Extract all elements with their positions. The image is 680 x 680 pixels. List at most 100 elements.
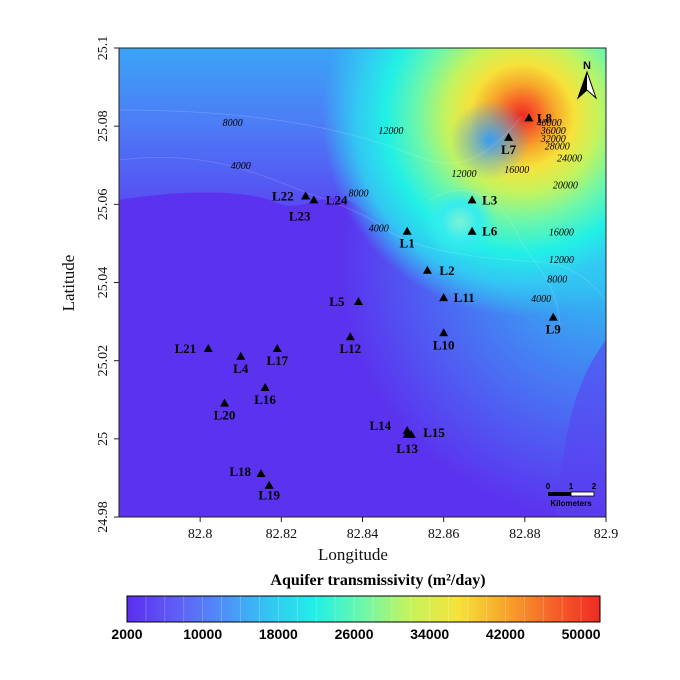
well-l21: L21 [175,341,213,356]
scale-tick-0: 0 [546,482,551,491]
y-tick-label: 25.1 [96,36,111,61]
well-l1: L1 [400,226,415,251]
scale-unit: Kilometers [550,499,592,508]
x-axis-title: Longitude [318,545,388,564]
well-triangle-icon [402,426,412,435]
well-label: L10 [433,337,455,352]
colorbar-ticks: 2000 10000 18000 26000 34000 42000 50000 [111,626,600,642]
well-triangle-icon [439,328,449,337]
colorbar [126,595,601,623]
contour-label: 24000 [557,153,582,164]
x-tick-label: 82.82 [266,527,298,542]
well-label: L1 [400,236,415,251]
well-l23: L23 [289,191,311,224]
well-triangle-icon [301,191,311,200]
contour-label: 4000 [231,161,251,172]
well-l9: L9 [546,312,561,337]
well-label: L8 [537,110,553,125]
well-label: L7 [501,142,517,157]
x-tick-label: 82.9 [594,527,619,542]
contour-label: 8000 [547,275,567,286]
well-triangle-icon [345,332,355,341]
contour-label: 36000 [540,126,566,137]
north-arrow: N [576,60,598,100]
well-triangle-icon [260,383,270,392]
well-label: L16 [254,392,276,407]
contour-label: 12000 [451,169,476,180]
well-label: L21 [175,341,197,356]
well-triangle-icon [309,195,319,204]
y-tick-label: 25.06 [96,189,111,221]
well-triangle-icon [353,297,363,306]
x-tick-label: 82.8 [188,527,213,542]
contour-label: 40000 [537,118,562,129]
colorbar-tick-label: 34000 [410,626,449,642]
well-triangle-icon [402,226,412,235]
well-l12: L12 [339,332,361,356]
contour-label: 4000 [531,294,551,305]
well-triangle-icon [467,226,477,235]
x-tick-label: 82.86 [428,527,460,542]
well-l17: L17 [266,343,289,368]
contour-label: 12000 [378,126,403,137]
well-label: L3 [482,192,498,207]
well-triangle-icon [203,343,213,352]
well-label: L15 [423,425,445,440]
well-label: L18 [229,464,251,479]
contour-label: 8000 [348,189,368,200]
well-triangle-icon [422,265,432,274]
well-triangle-icon [236,351,246,360]
well-l11: L11 [439,290,475,305]
well-label: L19 [258,488,280,503]
well-triangle-icon [256,469,266,478]
well-label: L11 [454,290,475,305]
well-label: L12 [339,341,361,356]
well-l18: L18 [229,464,266,479]
colorbar-tick-label: 18000 [259,626,298,642]
scale-tick-2: 2 [592,482,597,491]
y-tick-label: 25.02 [96,345,111,377]
y-tick-label: 24.98 [96,501,111,533]
well-triangle-icon [467,195,477,204]
contour-label: 4000 [369,224,389,235]
well-label: L4 [233,361,249,376]
colorbar-title: Aquifer transmissivity (m²/day) [270,572,485,589]
well-label: L24 [326,192,348,207]
well-l5: L5 [329,294,363,309]
colorbar-tick-label: 26000 [335,626,374,642]
colorbar-tick-label: 50000 [562,626,601,642]
well-l6: L6 [467,224,498,239]
scale-segment-light [570,491,595,497]
x-tick-label: 82.88 [509,527,541,542]
well-l4: L4 [233,351,249,376]
contour-label: 16000 [504,165,529,176]
well-l2: L2 [422,263,455,278]
contour-label: 28000 [545,142,570,153]
map-surface [119,48,606,517]
well-label: L17 [266,353,288,368]
y-axis-ticks: 24.98 25 25.02 25.04 25.06 25.08 25.1 [96,36,119,533]
contour-label: 12000 [549,255,574,266]
well-l10: L10 [433,328,455,352]
y-tick-label: 25.08 [96,110,111,141]
well-triangle-icon [548,312,558,321]
well-l15: L15 [406,425,445,440]
well-triangle-icon [524,113,534,122]
well-label: L23 [289,209,311,224]
colorbar-ramp [126,595,601,623]
y-tick-label: 25.04 [96,267,111,299]
well-l7: L7 [501,132,517,157]
well-label: L6 [482,224,498,239]
x-tick-label: 82.84 [347,527,379,542]
well-l8: L8 [524,110,553,125]
contour-label: 32000 [540,134,566,145]
contour-label: 16000 [549,228,574,239]
y-axis-title: Latitude [59,255,78,312]
y-tick-label: 25 [96,432,111,446]
well-l20: L20 [214,398,235,423]
colorbar-tick-label: 2000 [111,626,142,642]
well-l14: L14 [369,418,412,435]
well-triangle-icon [272,343,282,352]
well-triangle-icon [439,293,449,302]
